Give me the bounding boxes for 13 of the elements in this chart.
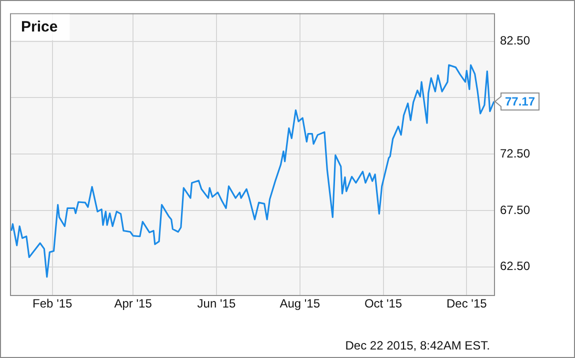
y-tick-label: 72.50 — [500, 146, 530, 160]
x-tick-label: Aug '15 — [280, 296, 320, 311]
y-tick-label: 62.50 — [500, 259, 530, 274]
x-tick-label: Feb '15 — [32, 296, 73, 311]
x-tick-label: Apr '15 — [114, 296, 152, 311]
chart-title: Price — [21, 18, 58, 36]
y-tick-label: 82.50 — [500, 34, 530, 48]
x-tick-label: Dec '15 — [446, 296, 488, 311]
x-tick-label: Oct '15 — [364, 296, 402, 311]
x-tick-label: Jun '15 — [197, 296, 236, 311]
text: Dec 22 2015, 8:42AM EST. — [345, 338, 490, 352]
y-tick-label: 67.50 — [500, 202, 530, 217]
annotation: 77.17 — [505, 94, 536, 108]
